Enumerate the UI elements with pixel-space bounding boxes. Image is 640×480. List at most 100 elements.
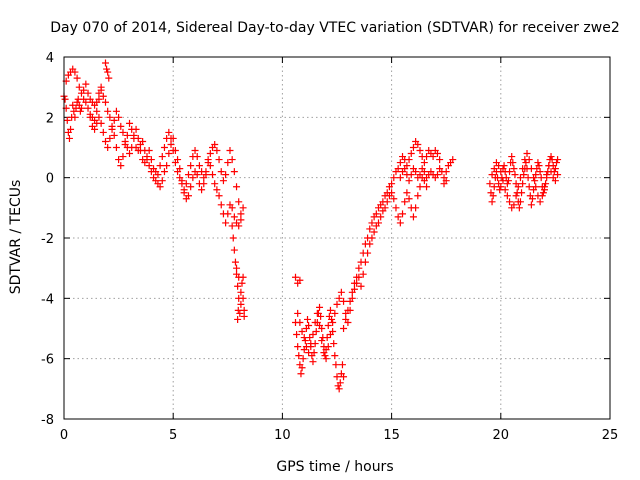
data-point <box>316 303 324 311</box>
data-point <box>165 128 173 136</box>
data-point <box>215 156 223 164</box>
data-point <box>141 159 149 167</box>
data-point <box>442 168 450 176</box>
data-point <box>396 174 404 182</box>
data-point <box>516 198 524 206</box>
data-point <box>372 210 380 218</box>
data-point <box>312 328 320 336</box>
data-point <box>488 198 496 206</box>
data-point <box>195 162 203 170</box>
data-point <box>536 168 544 176</box>
data-point <box>115 156 123 164</box>
data-point <box>414 192 422 200</box>
data-point <box>527 201 535 209</box>
data-point <box>538 192 546 200</box>
data-point <box>156 183 164 191</box>
data-point <box>335 385 343 393</box>
data-point <box>337 288 345 296</box>
data-point <box>103 65 111 73</box>
data-point <box>63 116 71 124</box>
data-point <box>110 131 118 139</box>
data-point <box>543 171 551 179</box>
data-point <box>510 165 518 173</box>
data-point <box>239 294 247 302</box>
data-point <box>551 165 559 173</box>
data-point <box>167 140 175 148</box>
data-point <box>508 153 516 161</box>
x-tick-label: 0 <box>60 428 68 443</box>
data-point <box>547 168 555 176</box>
data-point <box>108 125 116 133</box>
data-point <box>105 74 113 82</box>
data-point <box>178 177 186 185</box>
data-point <box>326 331 334 339</box>
data-point <box>353 273 361 281</box>
data-point <box>322 355 330 363</box>
data-point <box>93 98 101 106</box>
data-point <box>409 213 417 221</box>
data-point <box>184 171 192 179</box>
data-point <box>121 137 129 145</box>
data-point <box>156 162 164 170</box>
data-point <box>158 153 166 161</box>
y-tick-label: -4 <box>41 292 54 307</box>
data-point <box>486 180 494 188</box>
data-point <box>357 282 365 290</box>
data-point <box>401 198 409 206</box>
data-point <box>530 174 538 182</box>
data-point <box>490 165 498 173</box>
data-point <box>215 192 223 200</box>
data-point <box>226 147 234 155</box>
data-point <box>346 297 354 305</box>
data-point <box>126 119 134 127</box>
data-point <box>509 159 517 167</box>
data-point <box>106 113 114 121</box>
y-tick-label: -6 <box>41 353 54 368</box>
data-point <box>169 134 177 142</box>
x-tick-label: 15 <box>383 428 400 443</box>
data-point <box>240 306 248 314</box>
data-point <box>490 183 498 191</box>
data-point <box>222 219 230 227</box>
data-point <box>405 195 413 203</box>
data-point <box>93 107 101 115</box>
data-point <box>294 309 302 317</box>
data-point <box>165 150 173 158</box>
data-point <box>503 180 511 188</box>
data-point <box>123 131 131 139</box>
data-point <box>229 234 237 242</box>
data-point <box>414 140 422 148</box>
axis-ticks: 0 5 10 15 20 25 -8 -6 -4 -2 0 2 4 <box>41 51 618 443</box>
data-point <box>539 189 547 197</box>
data-point <box>145 162 153 170</box>
data-point <box>301 337 309 345</box>
data-point <box>340 325 348 332</box>
x-axis-label: GPS time / hours <box>276 459 393 475</box>
data-point <box>302 343 310 351</box>
data-point <box>305 321 313 329</box>
data-point <box>547 153 555 161</box>
data-point <box>145 147 153 155</box>
data-point <box>69 101 77 109</box>
data-point <box>420 159 428 167</box>
data-point <box>95 113 103 121</box>
data-point <box>240 312 248 320</box>
data-point <box>488 171 496 179</box>
data-point <box>213 186 221 194</box>
data-point <box>119 153 127 161</box>
data-point <box>65 134 73 142</box>
data-point <box>209 171 217 179</box>
data-point <box>344 306 352 314</box>
data-point <box>340 373 348 381</box>
data-point <box>368 219 376 227</box>
data-point <box>213 147 221 155</box>
data-point <box>416 171 424 179</box>
data-point <box>191 147 199 155</box>
data-point <box>449 156 457 164</box>
y-tick-label: 2 <box>46 111 54 126</box>
data-point <box>522 159 530 167</box>
data-point <box>497 168 505 176</box>
data-point <box>112 107 120 115</box>
data-point <box>117 122 125 130</box>
data-point <box>189 174 197 182</box>
